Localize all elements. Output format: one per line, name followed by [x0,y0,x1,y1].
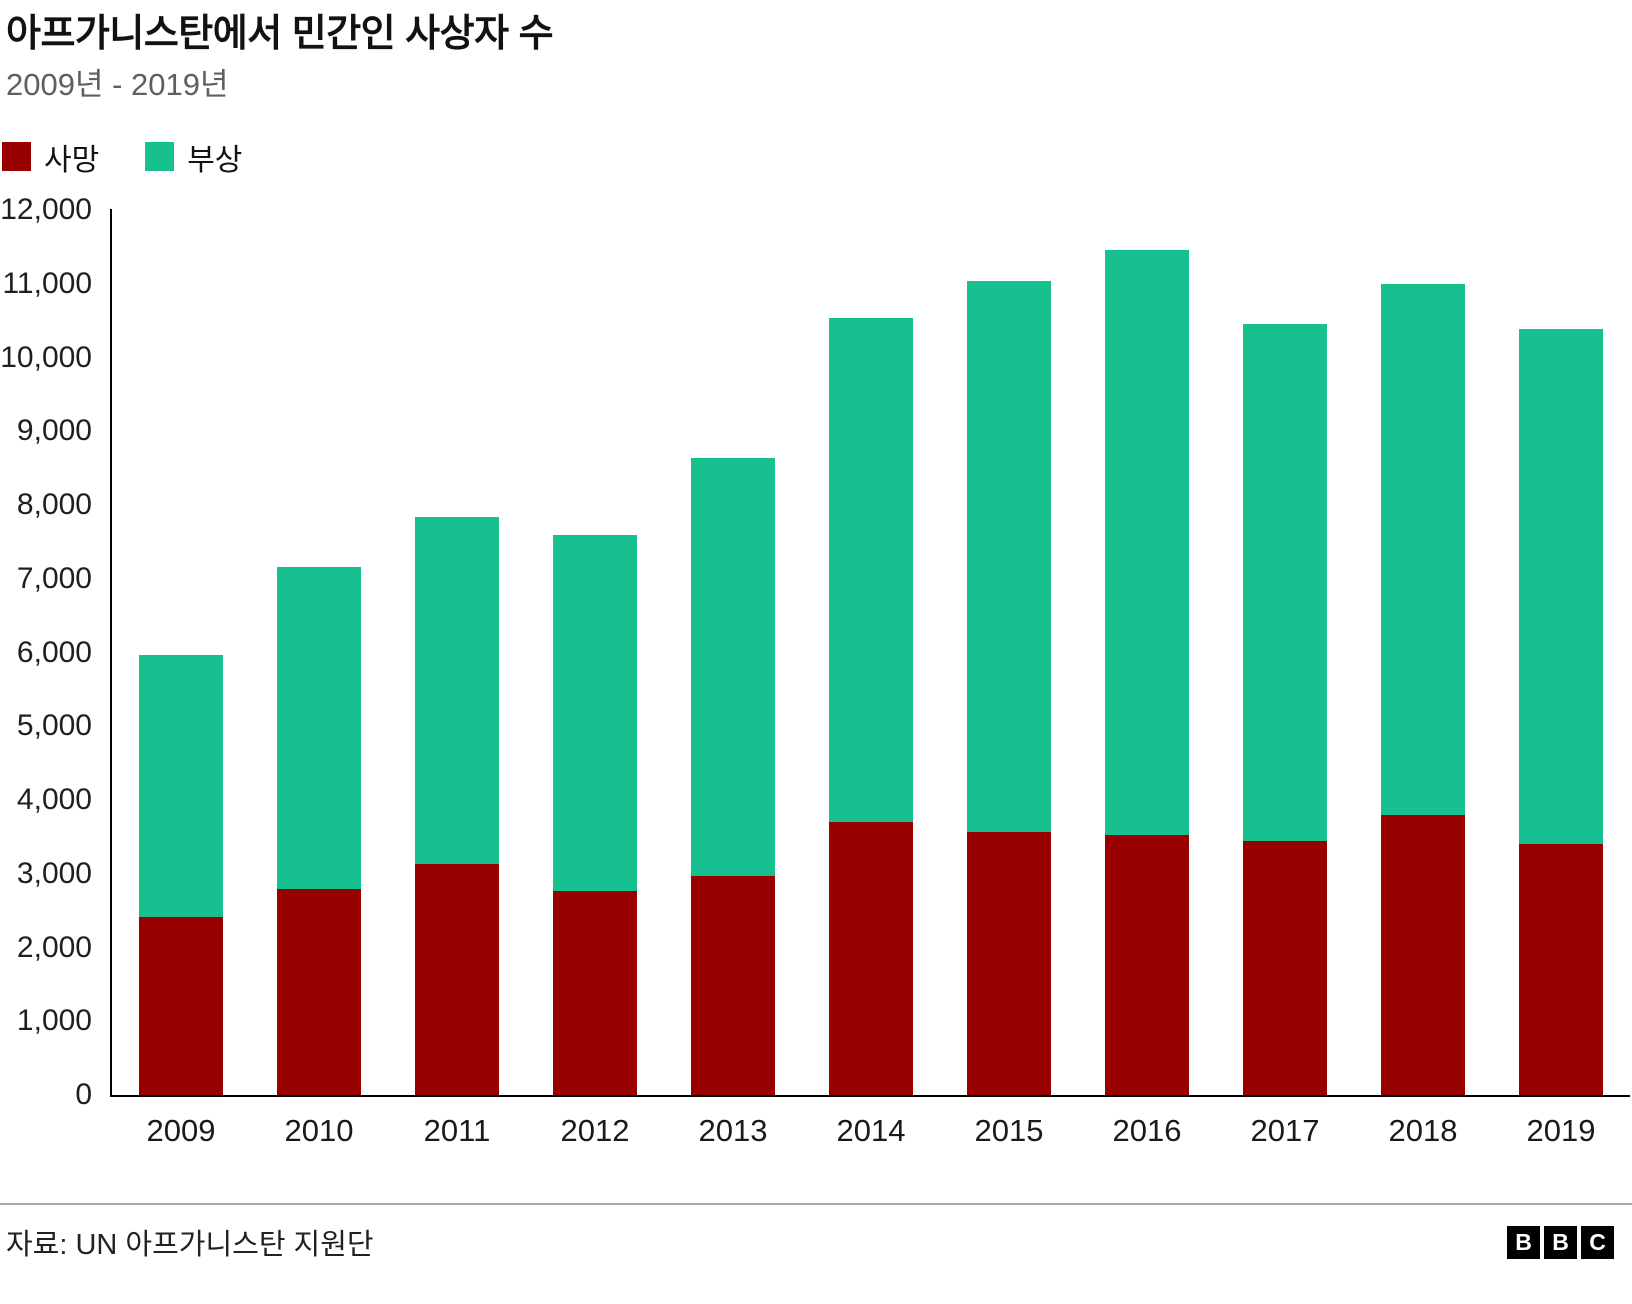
legend-item-injuries: 부상 [145,135,242,179]
x-axis-label-2017: 2017 [1250,1113,1320,1148]
legend-label-deaths: 사망 [44,143,100,177]
bar-segment-injuries-2012 [552,535,638,891]
chart-subtitle: 2009년 - 2019년 [6,66,229,102]
bar-segment-injuries-2014 [828,318,914,823]
x-axis-label-2012: 2012 [560,1113,630,1148]
bar-slot-2019 [1492,210,1630,1095]
y-axis-tick-label: 12,000 [0,193,92,226]
bar-segment-injuries-2019 [1518,328,1604,845]
x-axis-label-2019: 2019 [1526,1113,1596,1148]
bar-slot-2016 [1078,210,1216,1095]
bar-segment-injuries-2009 [138,654,224,918]
stacked-bar-2017 [1242,210,1328,1095]
x-axis-line [110,1095,1630,1097]
deaths-color-swatch [2,142,31,172]
x-axis-label-2014: 2014 [836,1113,906,1148]
bar-segment-deaths-2018 [1380,814,1466,1095]
bar-slot-2013 [664,210,802,1095]
bar-segment-injuries-2016 [1104,250,1190,835]
stacked-bar-2015 [966,210,1052,1095]
chart-footer: 자료: UN 아프가니스탄 지원단 B B C [0,1203,1632,1263]
stacked-bar-2011 [414,210,500,1095]
y-axis-tick-label: 2,000 [16,930,92,964]
chart-title: 아프가니스탄에서 민간인 사상자 수 [6,13,554,55]
y-axis-tick-label: 8,000 [16,488,92,522]
stacked-bar-2012 [552,210,638,1095]
injuries-color-swatch [145,142,175,172]
bbc-logo: B B C [1507,1225,1614,1259]
bar-segment-deaths-2019 [1518,844,1604,1095]
x-axis-label-2016: 2016 [1112,1113,1182,1148]
bbc-logo-block-c: C [1581,1225,1614,1259]
bar-segment-deaths-2015 [966,832,1052,1095]
bar-segment-deaths-2017 [1242,841,1328,1095]
y-axis-tick-label: 5,000 [16,709,92,743]
y-axis-tick-label: 9,000 [16,414,92,448]
chart-header: 아프가니스탄에서 민간인 사상자 수 2009년 - 2019년 [0,0,1632,103]
bar-slot-2017 [1216,210,1354,1095]
y-axis-tick-label: 10,000 [0,340,92,374]
bar-segment-deaths-2012 [552,890,638,1095]
stacked-bar-2009 [138,210,224,1095]
x-axis-label-2009: 2009 [146,1113,216,1148]
y-axis: 0 1,000 2,000 3,000 4,000 5,000 6,000 7,000 8,00… [0,195,92,1110]
x-axis-label-2010: 2010 [284,1113,354,1148]
stacked-bar-2016 [1104,210,1190,1095]
bar-slot-2014 [802,210,940,1095]
bars-container [112,210,1630,1095]
bar-slot-2011 [388,210,526,1095]
bar-segment-deaths-2016 [1104,834,1190,1095]
bar-slot-2015 [940,210,1078,1095]
bbc-logo-block-b2: B [1544,1225,1577,1259]
bar-segment-injuries-2013 [690,458,776,877]
source-text: 자료: UN 아프가니스탄 지원단 [6,1229,374,1261]
y-axis-tick-label: 11,000 [2,266,92,300]
bar-segment-injuries-2010 [276,566,362,890]
y-axis-tick-label: 1,000 [16,1004,92,1038]
bar-segment-deaths-2014 [828,822,914,1095]
legend-item-deaths: 사망 [2,135,99,179]
bar-slot-2010 [250,210,388,1095]
y-axis-tick-label: 4,000 [16,783,92,817]
y-axis-tick-label: 0 [75,1078,92,1111]
bar-slot-2018 [1354,210,1492,1095]
bar-segment-injuries-2015 [966,281,1052,833]
y-axis-tick-label: 7,000 [16,561,92,595]
stacked-bar-2014 [828,210,914,1095]
y-axis-tick-label: 3,000 [16,856,92,890]
stacked-bar-2010 [276,210,362,1095]
bar-segment-injuries-2011 [414,516,500,864]
x-axis: 2009 2010 2011 2012 2013 2014 2015 2016 2017 2018… [112,1112,1630,1149]
bar-segment-deaths-2013 [690,876,776,1095]
legend-label-injuries: 부상 [187,143,243,177]
bar-segment-injuries-2018 [1380,284,1466,815]
footer-divider [0,1203,1632,1205]
x-axis-label-2011: 2011 [423,1113,491,1148]
bar-segment-injuries-2017 [1242,323,1328,842]
bar-segment-deaths-2011 [414,863,500,1095]
bar-slot-2012 [526,210,664,1095]
stacked-bar-2019 [1518,210,1604,1095]
x-axis-label-2018: 2018 [1388,1113,1458,1148]
x-axis-label-2013: 2013 [698,1113,768,1148]
bbc-logo-block-b1: B [1507,1225,1540,1259]
plot-area [112,210,1630,1095]
stacked-bar-2018 [1380,210,1466,1095]
stacked-bar-2013 [690,210,776,1095]
x-axis-label-2015: 2015 [974,1113,1044,1148]
bar-segment-deaths-2010 [276,889,362,1095]
y-axis-line [110,209,112,1097]
bar-segment-deaths-2009 [138,917,224,1095]
bar-slot-2009 [112,210,250,1095]
y-axis-tick-label: 6,000 [16,635,92,669]
footer-row: 자료: UN 아프가니스탄 지원단 B B C [0,1205,1632,1263]
legend: 사망 부상 [2,135,1632,179]
